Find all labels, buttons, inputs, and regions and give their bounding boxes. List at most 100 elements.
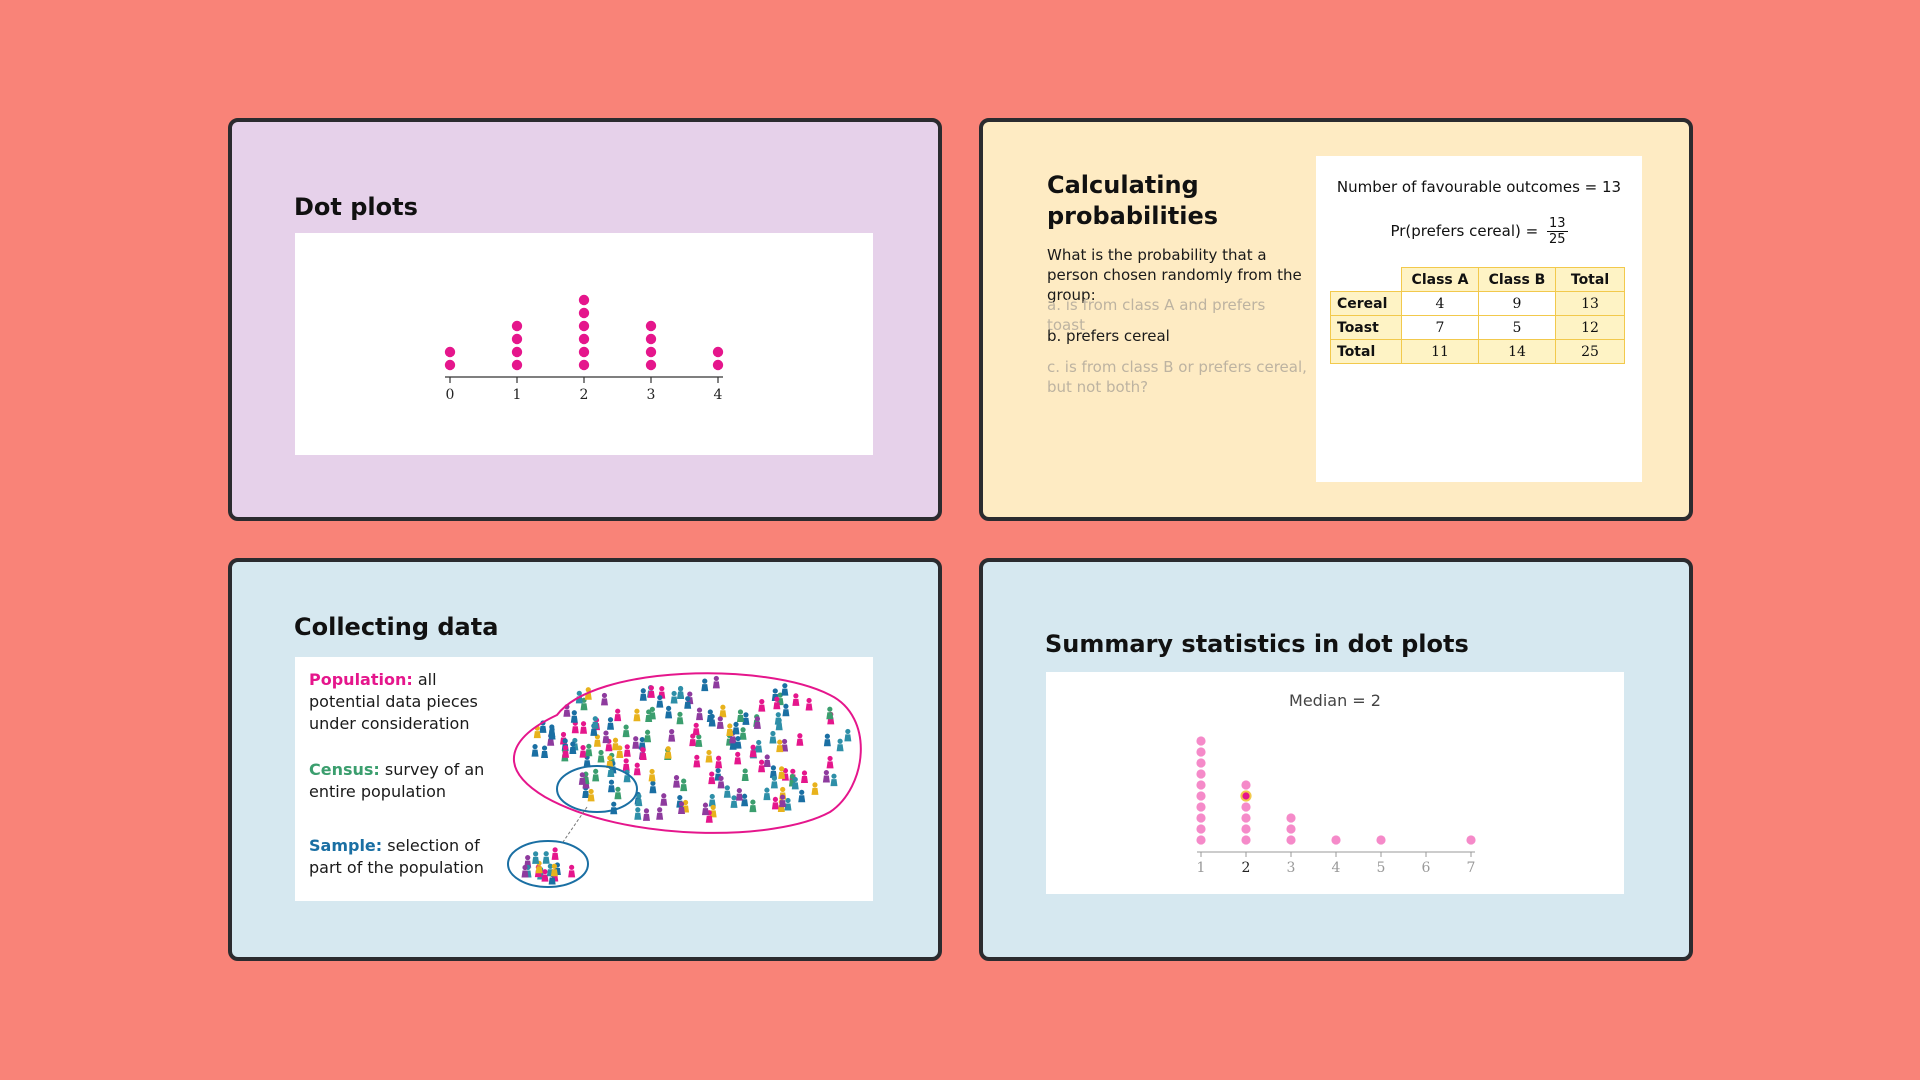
person-icon: [739, 727, 747, 740]
person-icon: [649, 780, 657, 794]
sample-people-group: [521, 847, 576, 885]
table-cell: 14: [1478, 339, 1556, 364]
table-header: Total: [1555, 267, 1625, 292]
question-text: What is the probability that a person ch…: [1047, 246, 1302, 304]
people-group: [531, 675, 852, 823]
card-probabilities[interactable]: Calculating probabilities What is the pr…: [979, 118, 1693, 521]
dot: [645, 320, 657, 332]
fraction-denominator: 25: [1548, 232, 1566, 247]
dot: [578, 294, 590, 306]
person-icon: [826, 706, 834, 720]
person-icon: [763, 787, 771, 801]
person-icon: [695, 734, 703, 747]
person-icon: [844, 728, 852, 742]
option-b[interactable]: b. prefers cereal: [1047, 327, 1170, 345]
sample-term: Sample:: [309, 836, 383, 855]
card-dot-plots[interactable]: Dot plots 0 1 2 3 4: [228, 118, 942, 521]
population-text: all potential data pieces under consider…: [309, 670, 478, 733]
person-icon: [805, 697, 813, 711]
population-outline: [512, 672, 862, 834]
person-icon: [614, 786, 622, 800]
dot: [511, 346, 523, 358]
x-tick-label: 1: [1197, 860, 1206, 876]
person-icon: [670, 690, 678, 704]
person-icon: [771, 796, 779, 810]
table-cell: 13: [1555, 291, 1625, 316]
dot: [1196, 758, 1206, 768]
card-collecting-data[interactable]: Collecting data Population: all potentia…: [228, 558, 942, 961]
person-icon: [639, 747, 647, 761]
person-icon: [602, 730, 610, 744]
sample-person-icon: [521, 864, 529, 878]
person-icon: [800, 770, 808, 784]
person-icon: [578, 772, 586, 785]
dot: [444, 359, 456, 371]
census-text: survey of an entire population: [309, 760, 485, 801]
person-icon: [836, 738, 844, 752]
person-icon: [633, 708, 641, 722]
x-tick-label: 3: [1287, 860, 1296, 876]
person-icon: [677, 685, 685, 699]
person-icon: [579, 745, 587, 758]
person-icon: [782, 703, 790, 717]
option-a[interactable]: a. is from class A and prefers toast: [1047, 296, 1266, 334]
row-header: Cereal: [1330, 291, 1402, 316]
table-cell: 7: [1401, 315, 1479, 340]
solution-panel: Number of favourable outcomes = 13 Pr(pr…: [1316, 156, 1642, 482]
table-header: Class A: [1401, 267, 1479, 292]
dot: [578, 333, 590, 345]
sample-zoom-outline: [507, 840, 589, 888]
person-icon: [635, 793, 643, 807]
dot: [444, 346, 456, 358]
person-icon: [656, 694, 664, 708]
person-icon: [749, 799, 757, 813]
person-icon: [541, 745, 549, 759]
person-icon: [736, 709, 744, 722]
dot: [578, 307, 590, 319]
person-icon: [778, 766, 786, 779]
person-icon: [587, 788, 595, 802]
x-tick-label: 5: [1377, 860, 1386, 876]
person-icon: [784, 797, 792, 811]
population-term: Population:: [309, 670, 413, 689]
person-icon: [622, 724, 630, 738]
x-tick-label: 4: [1332, 860, 1341, 876]
person-icon: [644, 729, 652, 743]
person-icon: [645, 709, 653, 722]
person-icon: [830, 773, 838, 787]
person-icon: [796, 733, 804, 746]
dot: [1376, 835, 1386, 845]
person-icon: [632, 736, 640, 749]
dot: [1196, 824, 1206, 834]
person-icon: [758, 699, 766, 712]
person-icon: [648, 768, 656, 782]
option-c[interactable]: c. is from class B or prefers cereal, bu…: [1047, 358, 1307, 396]
person-icon: [642, 808, 650, 821]
dot: [1241, 802, 1251, 812]
person-icon: [570, 710, 578, 723]
dot-plot-chart: 0 1 2 3 4: [444, 294, 724, 403]
person-icon: [715, 755, 723, 769]
dot: [712, 359, 724, 371]
person-icon: [735, 787, 743, 801]
person-icon: [597, 749, 605, 763]
dot: [1241, 813, 1251, 823]
dot: [1196, 835, 1206, 845]
person-icon: [716, 716, 724, 729]
card-summary-statistics[interactable]: Summary statistics in dot plots Median =…: [979, 558, 1693, 961]
person-icon: [717, 775, 725, 789]
card-title: Summary statistics in dot plots: [1045, 630, 1469, 658]
person-icon: [712, 675, 720, 689]
person-icon: [684, 696, 692, 709]
census-definition: Census: survey of an entire population: [309, 759, 509, 803]
person-icon: [647, 685, 655, 698]
person-icon: [656, 807, 664, 820]
person-icon: [689, 733, 697, 747]
person-icon: [730, 795, 738, 808]
two-way-table: Class A Class B Total Cereal 4 9 13 Toas…: [1330, 267, 1625, 364]
x-tick-label: 3: [647, 387, 656, 403]
dot-plot-panel: 0 1 2 3 4: [295, 233, 873, 455]
census-term: Census:: [309, 760, 380, 779]
sample-connector: [562, 806, 588, 843]
person-icon: [562, 745, 570, 758]
